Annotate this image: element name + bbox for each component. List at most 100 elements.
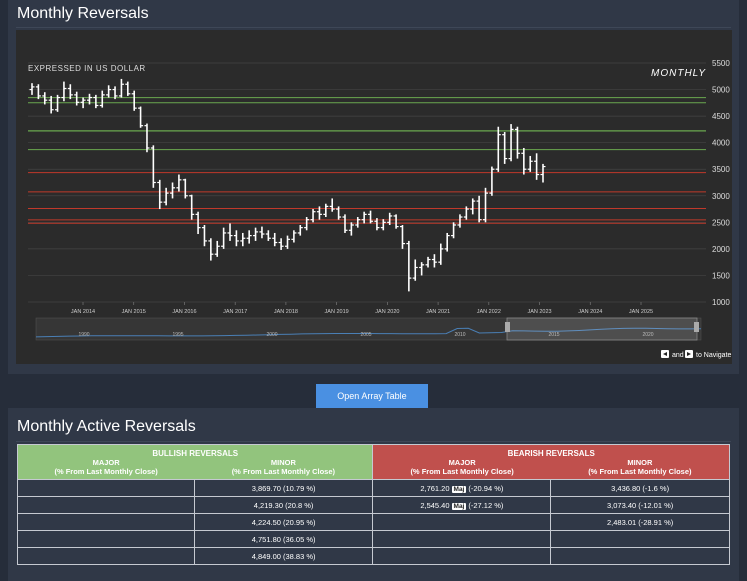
- y-tick-label: 2000: [712, 245, 730, 254]
- bull-major-header: MAJOR (% From Last Monthly Close): [17, 458, 195, 480]
- ohlc-bar: [310, 209, 316, 223]
- ohlc-bar: [457, 214, 463, 228]
- ohlc-bar: [240, 232, 246, 247]
- ohlc-bar: [55, 94, 61, 112]
- bear-minor-cell: 3,073.40 (-12.01 %): [550, 496, 730, 514]
- ohlc-bar: [438, 243, 444, 265]
- navigator-left-handle[interactable]: [505, 322, 510, 332]
- ohlc-bar: [182, 178, 188, 199]
- ohlc-bar: [502, 132, 508, 164]
- table-row: 4,224.50 (20.95 %) 2,483.01 (-28.91 %): [17, 513, 730, 531]
- ohlc-bar: [393, 214, 399, 229]
- section-title: Monthly Active Reversals: [17, 418, 196, 435]
- bear-minor-cell: [550, 547, 730, 565]
- table-row: 3,869.70 (10.79 %) 2,761.20 Maj (-20.94 %) 3…: [17, 479, 730, 497]
- bear-major-price: 2,545.40: [420, 500, 450, 510]
- table-row: 4,849.00 (38.83 %): [17, 547, 730, 565]
- bear-minor-cell: 2,483.01 (-28.91 %): [550, 513, 730, 531]
- title-divider: [16, 27, 731, 28]
- pct-note: (% From Last Monthly Close): [588, 467, 692, 476]
- bullish-header: BULLISH REVERSALS: [16, 444, 374, 458]
- reversals-table: BULLISH REVERSALS BEARISH REVERSALS MAJO…: [16, 444, 730, 565]
- chart-background: [16, 30, 732, 364]
- y-tick-label: 1500: [712, 271, 730, 280]
- ohlc-bar: [540, 163, 546, 183]
- ohlc-bar: [444, 232, 450, 252]
- ohlc-bar: [106, 85, 112, 98]
- ohlc-bar: [67, 84, 73, 100]
- navigator-window[interactable]: [506, 317, 698, 341]
- table-group-header-row: BULLISH REVERSALS BEARISH REVERSALS: [16, 444, 730, 458]
- ohlc-bar: [138, 106, 144, 128]
- ohlc-bar: [412, 259, 418, 281]
- navigate-hint-and: and: [672, 352, 684, 359]
- ohlc-bar: [483, 187, 489, 223]
- x-tick-label: JAN 2015: [122, 309, 146, 315]
- bear-major-price: 2,761.20: [420, 483, 450, 493]
- x-tick-label: JAN 2019: [325, 309, 349, 315]
- ohlc-bar: [80, 97, 86, 109]
- ohlc-bar: [527, 155, 533, 172]
- navigate-hint-tail: to Navigate: [696, 352, 732, 359]
- bear-major-header: MAJOR (% From Last Monthly Close): [372, 458, 551, 480]
- x-tick-label: JAN 2022: [477, 309, 501, 315]
- pct-note: (% From Last Monthly Close): [410, 467, 514, 476]
- ohlc-bar: [463, 206, 469, 220]
- bearish-header: BEARISH REVERSALS: [372, 444, 730, 458]
- bull-major-cell: [17, 530, 195, 548]
- ohlc-bar: [48, 95, 54, 114]
- ohlc-bar: [176, 174, 182, 192]
- ohlc-bar: [272, 232, 278, 247]
- y-tick-label: 4500: [712, 112, 730, 121]
- ohlc-bar: [361, 211, 367, 224]
- ohlc-bar: [304, 217, 310, 231]
- navigator[interactable]: 1990 1995 2000 2005 2010 2015 2020: [35, 317, 702, 341]
- bull-minor-cell: 4,849.00 (38.83 %): [193, 547, 374, 565]
- navigator-right-handle[interactable]: [694, 322, 699, 332]
- bear-major-cell: [372, 513, 552, 531]
- ohlc-bar: [380, 219, 386, 231]
- ohlc-bar: [246, 230, 252, 244]
- navigator-tick-label: 1990: [78, 332, 89, 338]
- ohlc-bar: [253, 227, 259, 241]
- maj-badge: Maj: [451, 485, 467, 493]
- ohlc-bar: [278, 238, 284, 250]
- ohlc-bar: [387, 212, 393, 225]
- ohlc-bar: [170, 182, 176, 199]
- ohlc-bar: [150, 145, 156, 188]
- x-tick-label: JAN 2021: [426, 309, 450, 315]
- ohlc-bar: [208, 238, 214, 261]
- ohlc-bar: [508, 124, 514, 162]
- y-tick-label: 3000: [712, 192, 730, 201]
- pct-note: (% From Last Monthly Close): [54, 467, 158, 476]
- navigator-tick-label: 2000: [266, 332, 277, 338]
- ohlc-bar: [163, 187, 169, 206]
- x-tick-label: JAN 2025: [629, 309, 653, 315]
- bull-minor-cell: 4,751.80 (36.05 %): [193, 530, 374, 548]
- page-title: Monthly Reversals: [17, 5, 149, 22]
- ohlc-bar: [374, 218, 380, 231]
- bull-major-cell: [17, 547, 195, 565]
- ohlc-bar: [265, 230, 271, 241]
- y-tick-label: 5500: [712, 59, 730, 68]
- open-array-table-button[interactable]: Open Array Table: [316, 384, 428, 408]
- pct-note: (% From Last Monthly Close): [231, 467, 336, 476]
- table-sub-header-row: MAJOR (% From Last Monthly Close) MINOR …: [17, 458, 730, 480]
- ohlc-bar: [476, 195, 482, 223]
- x-tick-label: JAN 2020: [375, 309, 399, 315]
- ohlc-bar: [329, 198, 335, 212]
- ohlc-bar: [112, 86, 118, 100]
- ohlc-bar: [201, 224, 207, 247]
- ohlc-bar: [227, 223, 233, 241]
- ohlc-bar: [195, 211, 201, 235]
- y-tick-label: 3500: [712, 165, 730, 174]
- navigator-tick-label: 2020: [642, 332, 653, 338]
- ohlc-chart: 1000 1500 2000 2500 3000 3500 4000 4500 5000 5500…: [16, 30, 732, 364]
- bull-major-cell: [17, 513, 195, 531]
- navigator-tick-label: 2010: [454, 332, 465, 338]
- bull-minor-header: MINOR (% From Last Monthly Close): [194, 458, 374, 480]
- navigator-series-line: [35, 327, 702, 338]
- ohlc-bar: [348, 222, 354, 236]
- y-tick-label: 5000: [712, 86, 730, 95]
- right-arrow-glyph: [687, 352, 691, 356]
